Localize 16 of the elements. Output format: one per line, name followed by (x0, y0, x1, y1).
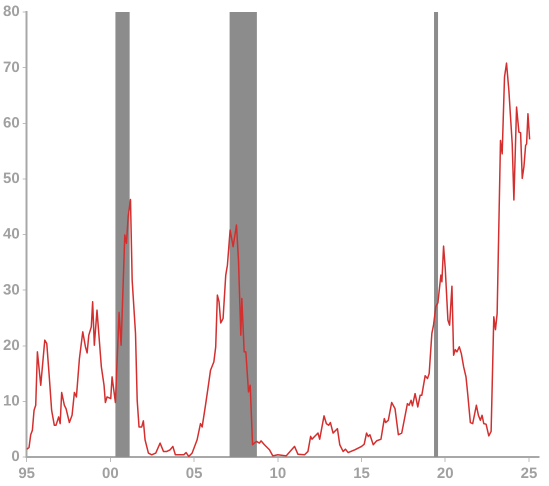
y-tick-label: 70 (2, 58, 20, 76)
y-tick-label: 60 (2, 114, 20, 132)
x-tick-label: 20 (436, 465, 454, 482)
y-tick-label: 10 (2, 392, 20, 410)
x-tick-label: 10 (269, 465, 286, 482)
x-tick-label: 95 (18, 465, 36, 482)
y-tick-label: 0 (11, 448, 20, 466)
y-tick-label: 20 (2, 336, 20, 354)
y-tick-label: 40 (2, 226, 20, 243)
x-tick-label: 25 (520, 465, 538, 482)
y-tick-label: 30 (2, 281, 20, 298)
x-tick-label: 15 (353, 465, 370, 482)
y-tick-label: 80 (2, 3, 20, 20)
x-tick-label: 00 (102, 465, 119, 482)
y-tick-label: 50 (2, 170, 20, 188)
x-tick-label: 05 (186, 465, 202, 482)
